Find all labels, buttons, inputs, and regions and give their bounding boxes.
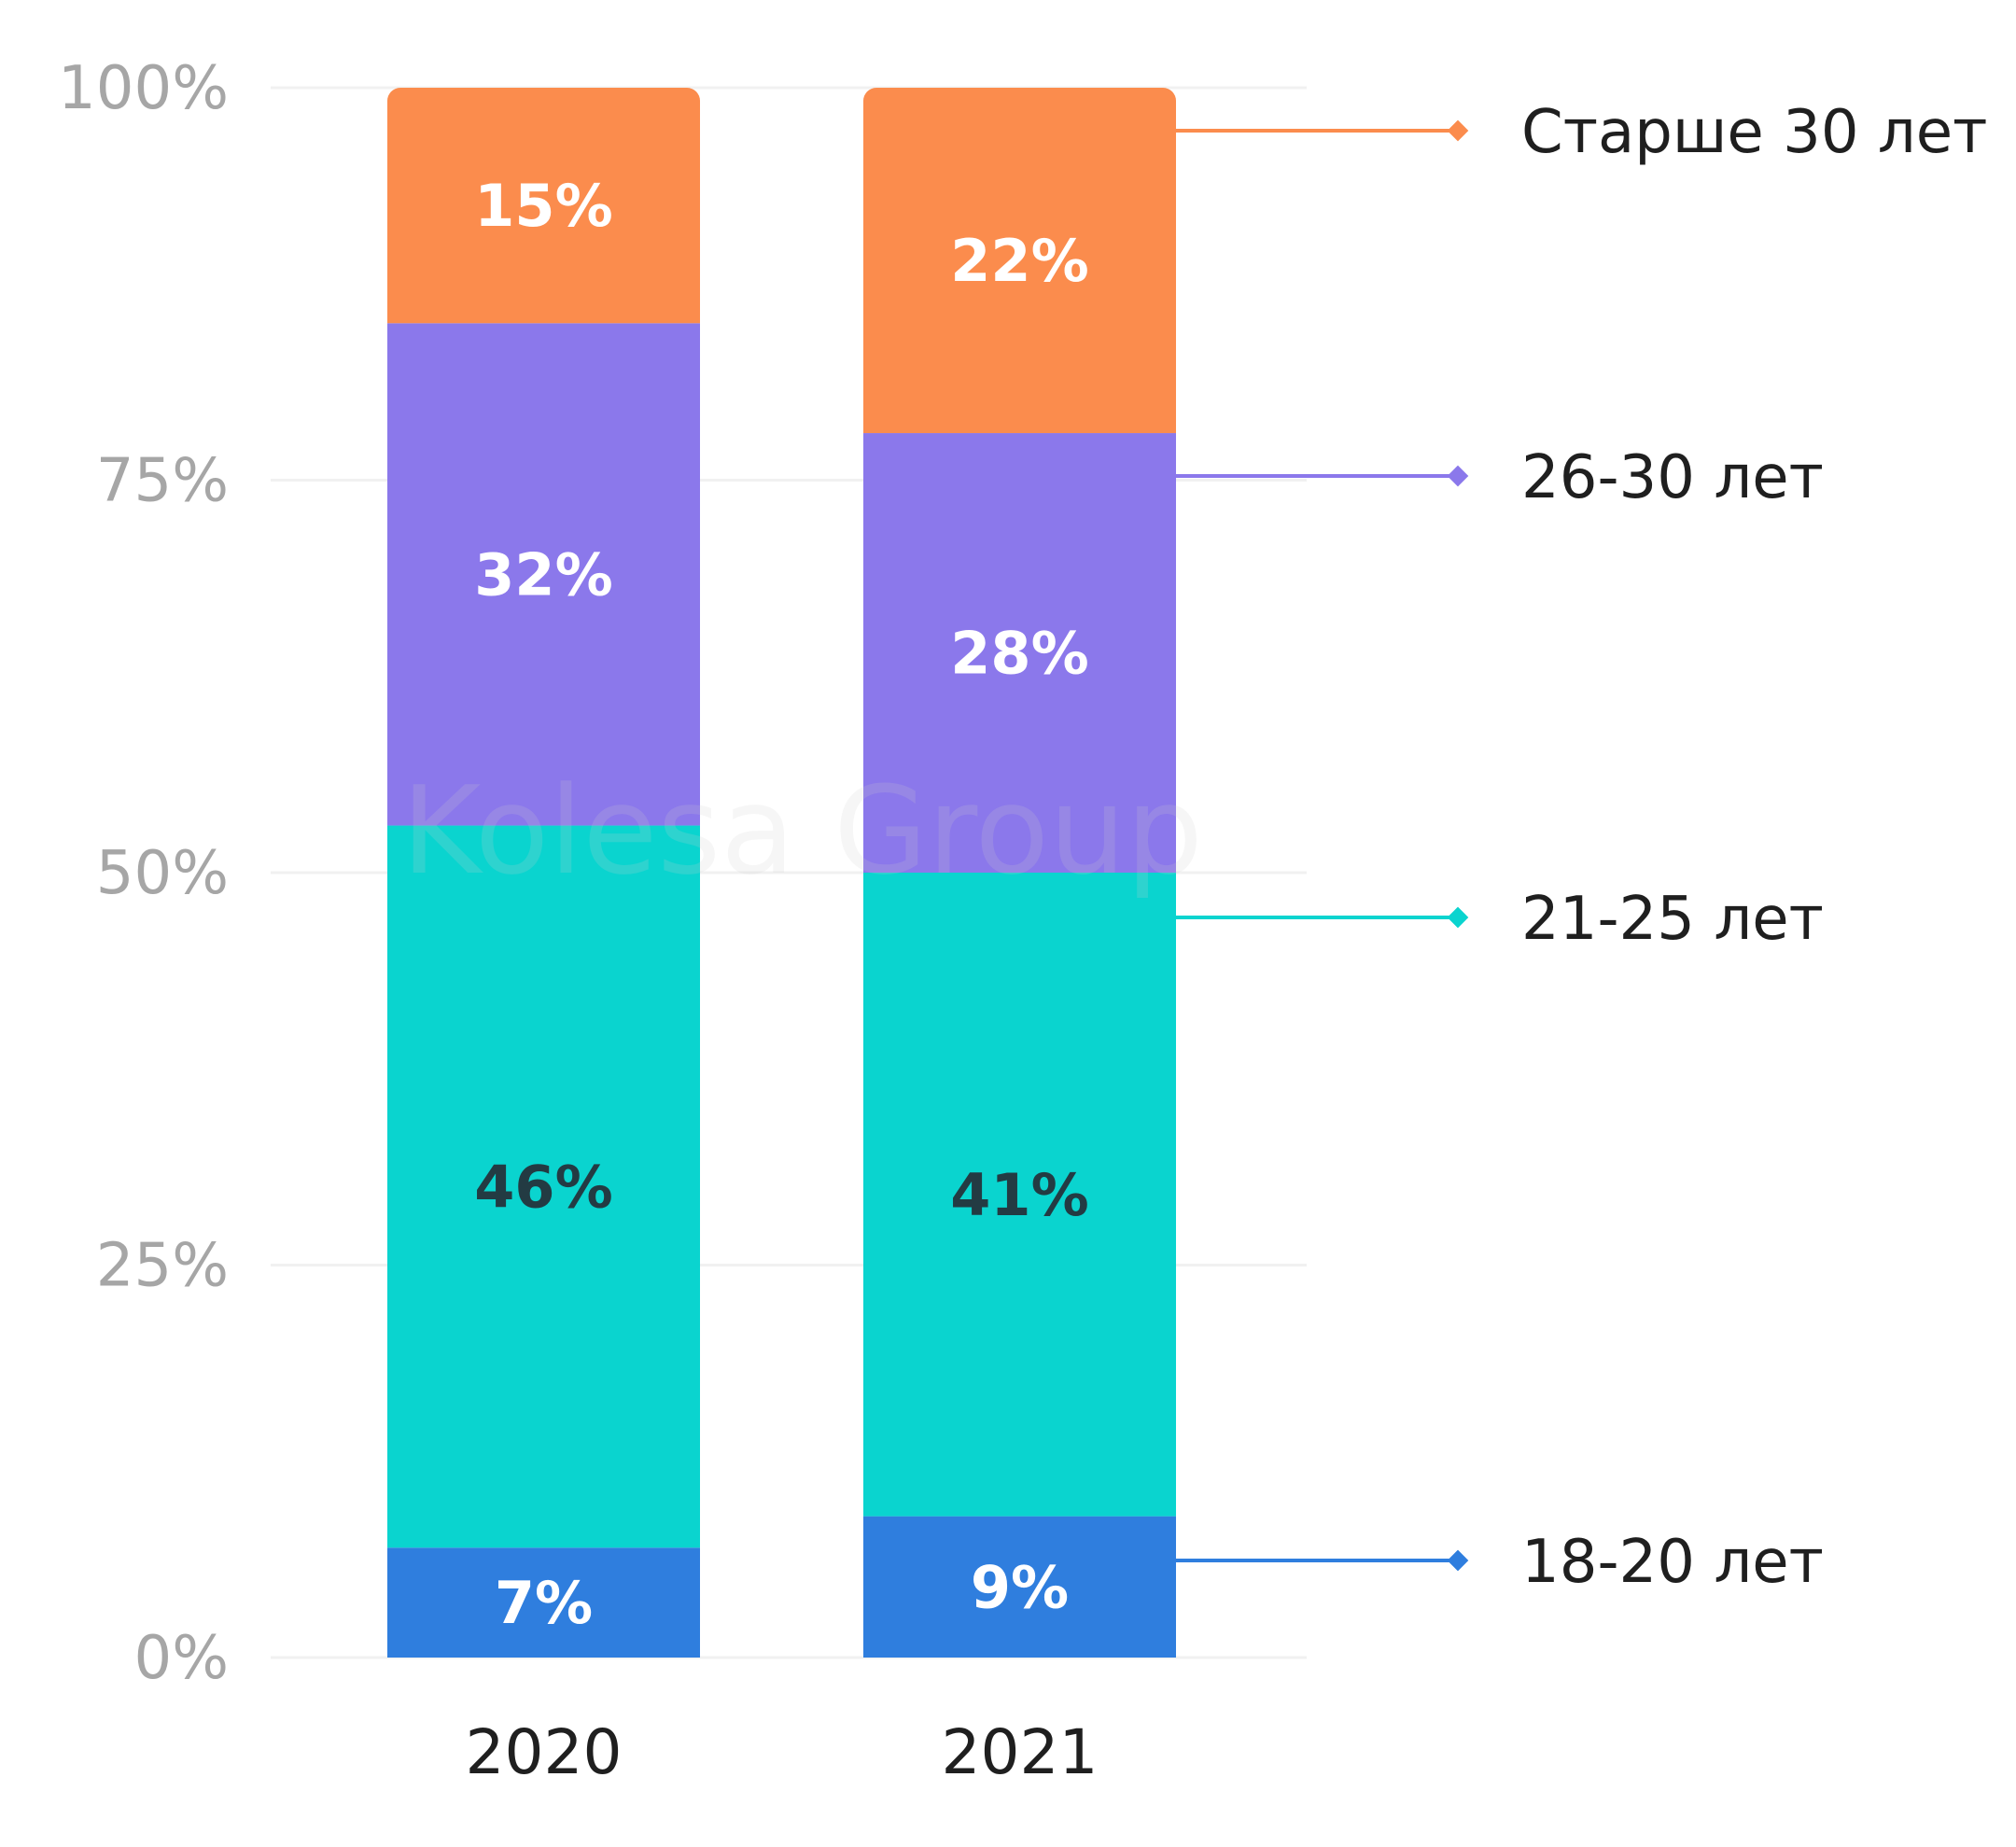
- bars: [387, 88, 1176, 1658]
- legend: 18-20 лет 21-25 лет 26-30 лет Старше 30 лет: [1176, 98, 1987, 1597]
- segment-value-label: 15%: [474, 172, 612, 240]
- bar-segment: [387, 323, 700, 826]
- legend-marker: [1447, 906, 1469, 929]
- segment-value-label: 22%: [950, 227, 1088, 295]
- y-tick-label: 25%: [96, 1232, 229, 1301]
- bar-segment: [387, 825, 700, 1548]
- bar-segment: [863, 873, 1176, 1517]
- bar-segment: [863, 433, 1176, 873]
- legend-label: 18-20 лет: [1521, 1528, 1824, 1597]
- segment-labels: 7% 46% 32% 15% 9% 41% 28% 22%: [474, 172, 1088, 1637]
- bar-stack-2020: [387, 88, 700, 1658]
- segment-value-label: 28%: [950, 620, 1088, 688]
- y-axis-ticks: 0% 25% 50% 75% 100%: [58, 54, 229, 1693]
- bar-segment: [387, 88, 700, 324]
- legend-marker: [1447, 465, 1469, 487]
- bar-stack-2021: [863, 88, 1176, 1658]
- x-axis-categories: 2020 2021: [466, 1716, 1099, 1788]
- y-tick-label: 0%: [133, 1624, 229, 1693]
- x-category-label: 2021: [942, 1716, 1099, 1788]
- x-category-label: 2020: [466, 1716, 623, 1788]
- segment-value-label: 9%: [971, 1553, 1069, 1621]
- y-tick-label: 100%: [58, 54, 229, 123]
- legend-label: Старше 30 лет: [1521, 98, 1987, 167]
- y-tick-label: 75%: [96, 447, 229, 516]
- bar-segment: [863, 1516, 1176, 1658]
- segment-value-label: 46%: [474, 1153, 612, 1221]
- watermark: Kolesa Group: [401, 760, 1203, 902]
- segment-value-label: 41%: [950, 1161, 1088, 1229]
- y-tick-label: 50%: [96, 839, 229, 908]
- legend-label: 21-25 лет: [1521, 885, 1824, 954]
- watermark-text: Kolesa Group: [401, 760, 1203, 902]
- bar-segment: [387, 1547, 700, 1658]
- bar-segment: [863, 88, 1176, 434]
- segment-value-label: 7%: [495, 1569, 593, 1637]
- legend-label: 26-30 лет: [1521, 443, 1824, 512]
- legend-marker: [1447, 1549, 1469, 1572]
- segment-value-label: 32%: [474, 540, 612, 609]
